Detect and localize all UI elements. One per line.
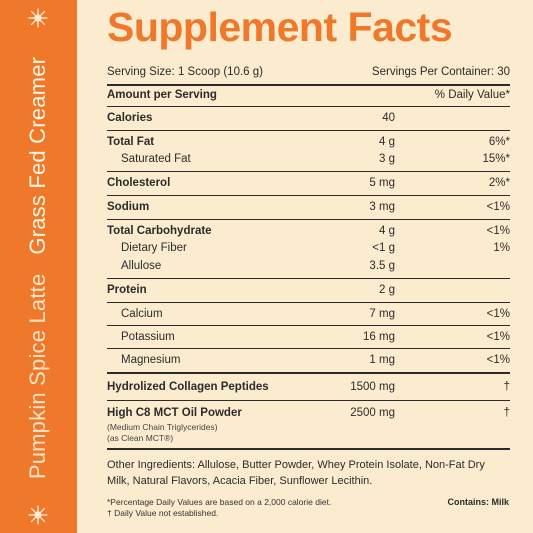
nutrient-amount: 4 g	[379, 225, 395, 237]
divider	[107, 325, 510, 326]
nutrient-dv: <1%	[486, 331, 510, 343]
nutrient-name: Magnesium	[121, 354, 181, 366]
nutrient-amount: 5 mg	[369, 177, 395, 189]
page-title: Supplement Facts	[107, 4, 453, 50]
nutrient-name: Potassium	[121, 331, 175, 343]
nutrient-amount: 3 g	[379, 153, 395, 165]
divider	[107, 195, 510, 196]
divider	[107, 106, 510, 107]
nutrient-name: Sodium	[107, 201, 150, 213]
nutrient-name: Total Carbohydrate	[107, 225, 212, 237]
servings-per-container: Servings Per Container: 30	[371, 66, 510, 78]
other-ingredients: Other Ingredients: Allulose, Butter Powd…	[107, 459, 485, 487]
divider	[107, 348, 510, 349]
mct-note: (Medium Chain Triglycerides)	[107, 422, 218, 432]
divider	[107, 171, 510, 172]
nutrient-amount: 1500 mg	[350, 381, 395, 393]
divider	[107, 448, 510, 450]
nutrient-amount: 2500 mg	[350, 407, 395, 419]
nutrient-dv: <1%	[486, 308, 510, 320]
nutrient-dv: †	[503, 381, 510, 393]
divider	[107, 278, 510, 279]
facts-panel: Supplement Facts Serving Size: 1 Scoop (…	[107, 0, 517, 533]
nutrient-name: Dietary Fiber	[121, 242, 187, 254]
nutrient-amount: 1 mg	[369, 354, 395, 366]
product-name: Grass Fed Creamer	[25, 56, 50, 255]
product-flavor: Pumpkin Spice Latte	[25, 273, 50, 480]
nutrient-dv: 15%*	[482, 153, 511, 165]
nutrient-dv: <1%	[486, 225, 510, 237]
nutrient-name: Protein	[107, 284, 147, 296]
divider	[107, 400, 510, 401]
divider	[107, 219, 510, 220]
nutrient-amount: <1 g	[372, 242, 395, 254]
nutrient-amount: 2 g	[379, 284, 395, 296]
nutrient-name: Hydrolized Collagen Peptides	[107, 381, 269, 393]
nutrient-name: Allulose	[121, 260, 162, 272]
product-name-vertical: Pumpkin Spice Latte Grass Fed Creamer	[25, 57, 51, 479]
serving-info: Serving Size: 1 Scoop (10.6 g) Servings …	[107, 66, 510, 78]
sidebar: Pumpkin Spice Latte Grass Fed Creamer	[0, 0, 77, 533]
nutrient-dv: <1%	[486, 201, 510, 213]
nutrient-name: Saturated Fat	[121, 153, 191, 165]
divider	[107, 372, 510, 374]
footnote-dv: *Percentage Daily Values are based on a …	[107, 497, 332, 507]
nutrient-dv: 2%*	[488, 177, 510, 189]
nutrient-name: Total Fat	[107, 136, 155, 148]
footnote-dagger: † Daily Value not established.	[107, 508, 219, 518]
nutrient-name: High C8 MCT Oil Powder	[107, 407, 242, 419]
nutrient-name: Calories	[107, 112, 153, 124]
divider	[107, 130, 510, 131]
serving-size: Serving Size: 1 Scoop (10.6 g)	[107, 66, 263, 78]
nutrient-dv: 1%	[493, 242, 510, 254]
nutrient-amount: 3 mg	[369, 201, 395, 213]
dv-header: % Daily Value*	[434, 89, 510, 101]
nutrient-dv: <1%	[486, 354, 510, 366]
divider	[107, 302, 510, 303]
nutrient-amount: 4 g	[379, 136, 395, 148]
nutrient-name: Cholesterol	[107, 177, 171, 189]
mct-note: (as Clean MCT®)	[107, 433, 174, 443]
allergen-statement: Contains: Milk	[447, 497, 509, 507]
divider	[107, 84, 510, 86]
sparkle-icon	[28, 505, 48, 525]
nutrient-amount: 3.5 g	[369, 260, 395, 272]
nutrient-amount: 40	[382, 112, 395, 124]
amount-header: Amount per Serving	[107, 89, 217, 101]
nutrient-amount: 7 mg	[369, 308, 395, 320]
sparkle-icon	[28, 8, 48, 28]
nutrient-name: Calcium	[121, 308, 163, 320]
nutrient-amount: 16 mg	[363, 331, 395, 343]
nutrient-dv: 6%*	[488, 136, 510, 148]
nutrient-dv: †	[503, 407, 510, 419]
